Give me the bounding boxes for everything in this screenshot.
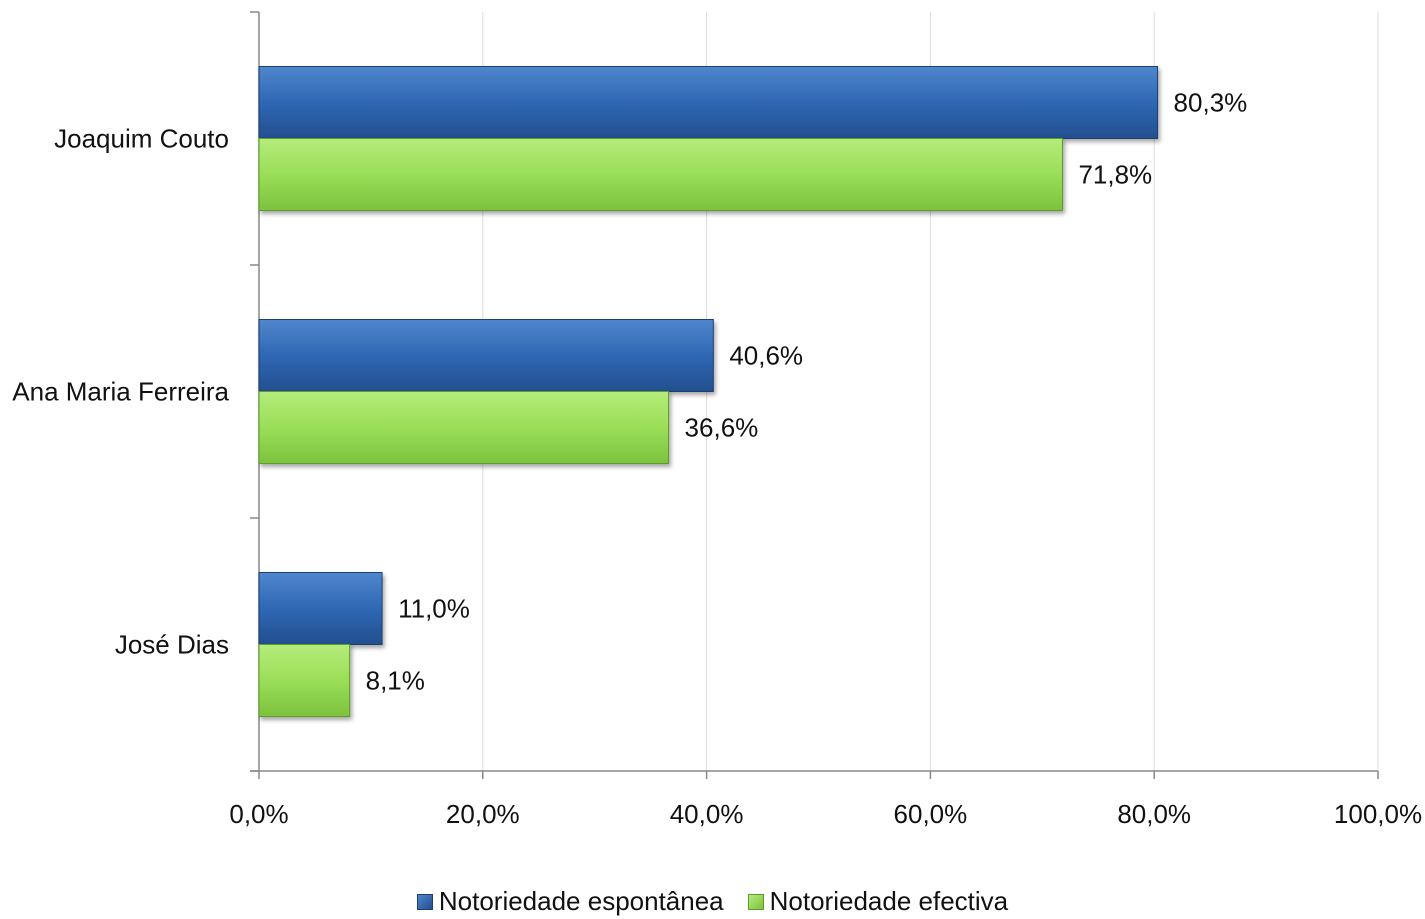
- category-label-0: Joaquim Couto: [54, 124, 229, 154]
- x-tick-label-3: 60,0%: [894, 799, 968, 829]
- bar-0-series-2: [258, 138, 1063, 211]
- data-label-1-series-2: 36,6%: [685, 413, 759, 443]
- bar-1-series-2: [258, 391, 670, 464]
- legend-label-series-1: Notoriedade espontânea: [438, 886, 724, 916]
- x-tick-label-2: 40,0%: [670, 799, 744, 829]
- data-label-2-series-1: 11,0%: [398, 594, 470, 624]
- tick-labels: 0,0% 20,0% 40,0% 60,0% 80,0% 100,0%: [229, 799, 1422, 829]
- data-label-0-series-1: 80,3%: [1174, 88, 1248, 118]
- bar-2-series-2: [258, 644, 351, 717]
- bar-chart: 0,0% 20,0% 40,0% 60,0% 80,0% 100,0% Joaquim C…: [12, 11, 1422, 829]
- x-tick-label-5: 100,0%: [1334, 799, 1422, 829]
- data-label-1-series-1: 40,6%: [729, 341, 803, 371]
- legend-item-series-2: Notoriedade efectiva: [747, 886, 1009, 917]
- data-label-2-series-2: 8,1%: [366, 666, 425, 696]
- x-tick-label-4: 80,0%: [1117, 799, 1191, 829]
- legend-item-series-1: Notoriedade espontânea: [416, 886, 724, 917]
- data-labels: 80,3% 71,8% 40,6% 36,6% 11,0% 8,1%: [366, 88, 1248, 696]
- legend-label-series-2: Notoriedade efectiva: [769, 886, 1009, 916]
- legend-swatch-series-2: [747, 893, 764, 910]
- bar-0-series-1: [258, 66, 1159, 139]
- x-tick-label-0: 0,0%: [229, 799, 288, 829]
- bar-1-series-1: [258, 319, 714, 392]
- category-labels: Joaquim Couto Ana Maria Ferreira José Dias: [12, 124, 229, 660]
- category-label-2: José Dias: [115, 630, 229, 660]
- legend: Notoriedade espontânea Notoriedade efect…: [0, 884, 1425, 919]
- legend-swatch-series-1: [416, 893, 433, 910]
- bar-2-series-1: [258, 572, 383, 645]
- data-label-0-series-2: 71,8%: [1078, 160, 1152, 190]
- x-tick-label-1: 20,0%: [446, 799, 520, 829]
- category-label-1: Ana Maria Ferreira: [12, 377, 229, 407]
- bars: [258, 66, 1159, 717]
